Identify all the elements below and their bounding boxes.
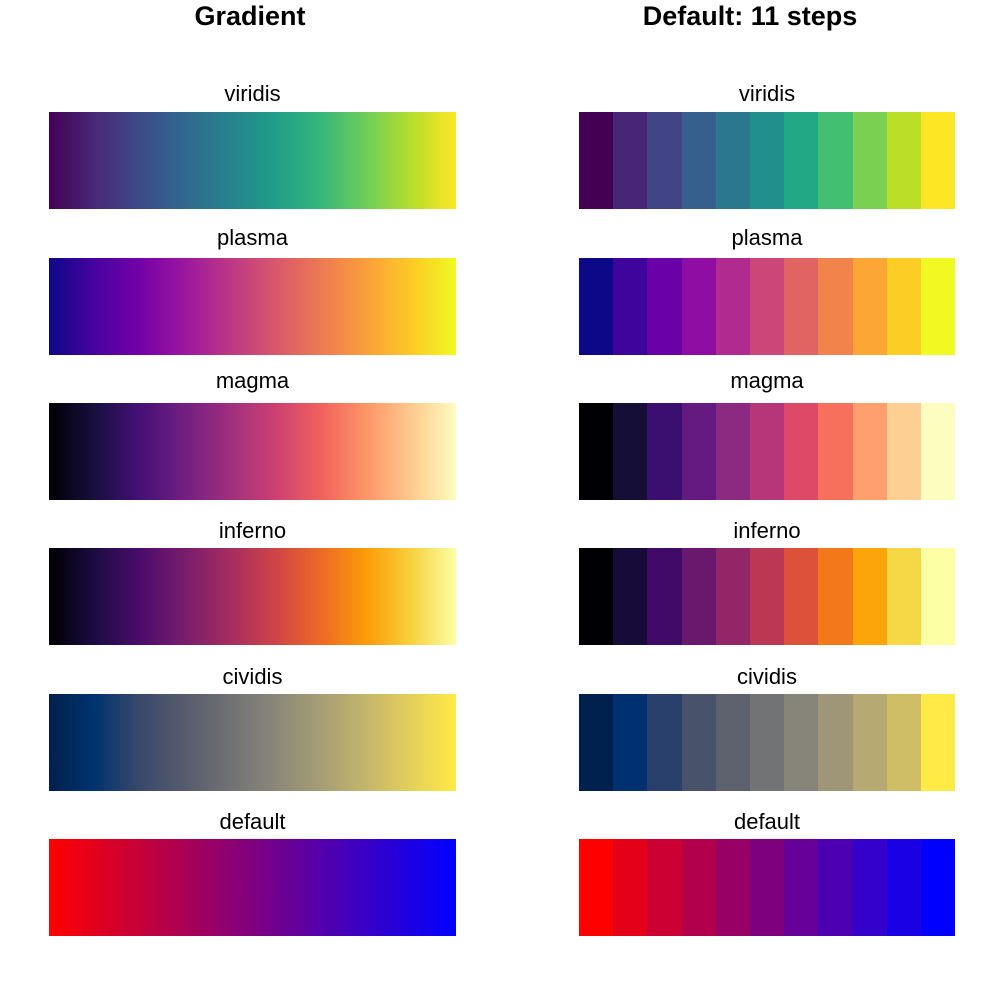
step-swatch-cividis-7 bbox=[784, 694, 819, 791]
step-swatch-viridis-1 bbox=[579, 112, 614, 209]
palette-label-magma-steps: magma bbox=[730, 368, 804, 393]
step-swatch-viridis-6 bbox=[749, 112, 785, 209]
step-swatch-inferno-9 bbox=[852, 548, 887, 645]
gradient-bar-default bbox=[49, 839, 456, 936]
step-swatch-viridis-2 bbox=[613, 112, 648, 209]
palette-label-magma-gradient: magma bbox=[215, 368, 290, 393]
step-swatch-default-8 bbox=[818, 839, 853, 936]
step-swatch-magma-6 bbox=[749, 403, 785, 500]
panel-title-steps: Default: 11 steps bbox=[642, 1, 858, 31]
step-swatch-viridis-8 bbox=[818, 112, 853, 209]
palette-label-default-gradient: default bbox=[219, 809, 286, 834]
step-swatch-viridis-11 bbox=[920, 112, 956, 209]
gradient-bar-plasma bbox=[49, 258, 456, 355]
palette-label-default-steps: default bbox=[733, 809, 801, 834]
palette-label-plasma-steps: plasma bbox=[731, 225, 803, 250]
step-swatch-inferno-6 bbox=[749, 548, 785, 645]
palette-label-plasma-gradient: plasma bbox=[217, 225, 288, 250]
palette-label-cividis-steps: cividis bbox=[737, 664, 797, 689]
step-swatch-inferno-7 bbox=[784, 548, 819, 645]
step-swatch-cividis-5 bbox=[715, 694, 750, 791]
step-swatch-plasma-8 bbox=[818, 258, 853, 355]
step-swatch-cividis-2 bbox=[613, 694, 648, 791]
step-swatch-default-5 bbox=[715, 839, 750, 936]
step-swatch-cividis-3 bbox=[647, 694, 682, 791]
step-swatch-plasma-3 bbox=[647, 258, 682, 355]
step-swatch-cividis-8 bbox=[818, 694, 853, 791]
step-swatch-plasma-1 bbox=[579, 258, 614, 355]
palette-label-viridis-steps: viridis bbox=[738, 81, 796, 106]
step-swatch-plasma-11 bbox=[920, 258, 956, 355]
step-swatch-magma-8 bbox=[818, 403, 853, 500]
step-swatch-plasma-7 bbox=[784, 258, 819, 355]
gradient-bar-inferno bbox=[49, 548, 456, 645]
palette-label-viridis-gradient: viridis bbox=[224, 81, 281, 106]
palette-label-inferno-steps: inferno bbox=[733, 518, 801, 543]
step-swatch-magma-9 bbox=[852, 403, 887, 500]
step-swatch-plasma-6 bbox=[749, 258, 785, 355]
step-swatch-default-4 bbox=[681, 839, 716, 936]
step-swatch-magma-1 bbox=[579, 403, 614, 500]
step-swatch-magma-10 bbox=[886, 403, 921, 500]
step-swatch-viridis-5 bbox=[715, 112, 750, 209]
step-swatch-default-7 bbox=[784, 839, 819, 936]
step-swatch-cividis-11 bbox=[920, 694, 956, 791]
step-swatch-default-9 bbox=[852, 839, 887, 936]
step-swatch-inferno-4 bbox=[681, 548, 716, 645]
step-swatch-cividis-10 bbox=[886, 694, 921, 791]
gradient-bar-viridis bbox=[49, 112, 456, 209]
panel-title-gradient: Gradient bbox=[194, 1, 306, 31]
step-swatch-plasma-10 bbox=[886, 258, 921, 355]
steps-bar-magma bbox=[579, 403, 956, 500]
step-swatch-default-2 bbox=[613, 839, 648, 936]
step-swatch-plasma-2 bbox=[613, 258, 648, 355]
gradient-bar-cividis bbox=[49, 694, 456, 791]
step-swatch-plasma-4 bbox=[681, 258, 716, 355]
step-swatch-magma-7 bbox=[784, 403, 819, 500]
palette-label-cividis-gradient: cividis bbox=[222, 664, 283, 689]
step-swatch-plasma-5 bbox=[715, 258, 750, 355]
step-swatch-inferno-3 bbox=[647, 548, 682, 645]
step-swatch-viridis-4 bbox=[681, 112, 716, 209]
step-swatch-inferno-2 bbox=[613, 548, 648, 645]
step-swatch-magma-11 bbox=[920, 403, 956, 500]
step-swatch-viridis-7 bbox=[784, 112, 819, 209]
step-swatch-cividis-1 bbox=[579, 694, 614, 791]
step-swatch-default-1 bbox=[579, 839, 614, 936]
palette-label-inferno-gradient: inferno bbox=[218, 518, 287, 543]
step-swatch-inferno-11 bbox=[920, 548, 956, 645]
step-swatch-plasma-9 bbox=[852, 258, 887, 355]
step-swatch-magma-4 bbox=[681, 403, 716, 500]
step-swatch-cividis-9 bbox=[852, 694, 887, 791]
step-swatch-cividis-6 bbox=[749, 694, 785, 791]
step-swatch-default-6 bbox=[749, 839, 785, 936]
step-swatch-viridis-10 bbox=[886, 112, 921, 209]
step-swatch-inferno-10 bbox=[886, 548, 921, 645]
steps-bar-plasma bbox=[579, 258, 956, 355]
step-swatch-magma-5 bbox=[715, 403, 750, 500]
step-swatch-cividis-4 bbox=[681, 694, 716, 791]
step-swatch-default-10 bbox=[886, 839, 921, 936]
steps-bar-inferno bbox=[579, 548, 956, 645]
steps-bar-default bbox=[579, 839, 956, 936]
step-swatch-magma-2 bbox=[613, 403, 648, 500]
step-swatch-inferno-8 bbox=[818, 548, 853, 645]
gradient-bar-magma bbox=[49, 403, 456, 500]
step-swatch-viridis-9 bbox=[852, 112, 887, 209]
steps-bar-cividis bbox=[579, 694, 956, 791]
step-swatch-inferno-5 bbox=[715, 548, 750, 645]
step-swatch-inferno-1 bbox=[579, 548, 614, 645]
step-swatch-default-3 bbox=[647, 839, 682, 936]
step-swatch-magma-3 bbox=[647, 403, 682, 500]
steps-bar-viridis bbox=[579, 112, 956, 209]
step-swatch-default-11 bbox=[920, 839, 956, 936]
step-swatch-viridis-3 bbox=[647, 112, 682, 209]
